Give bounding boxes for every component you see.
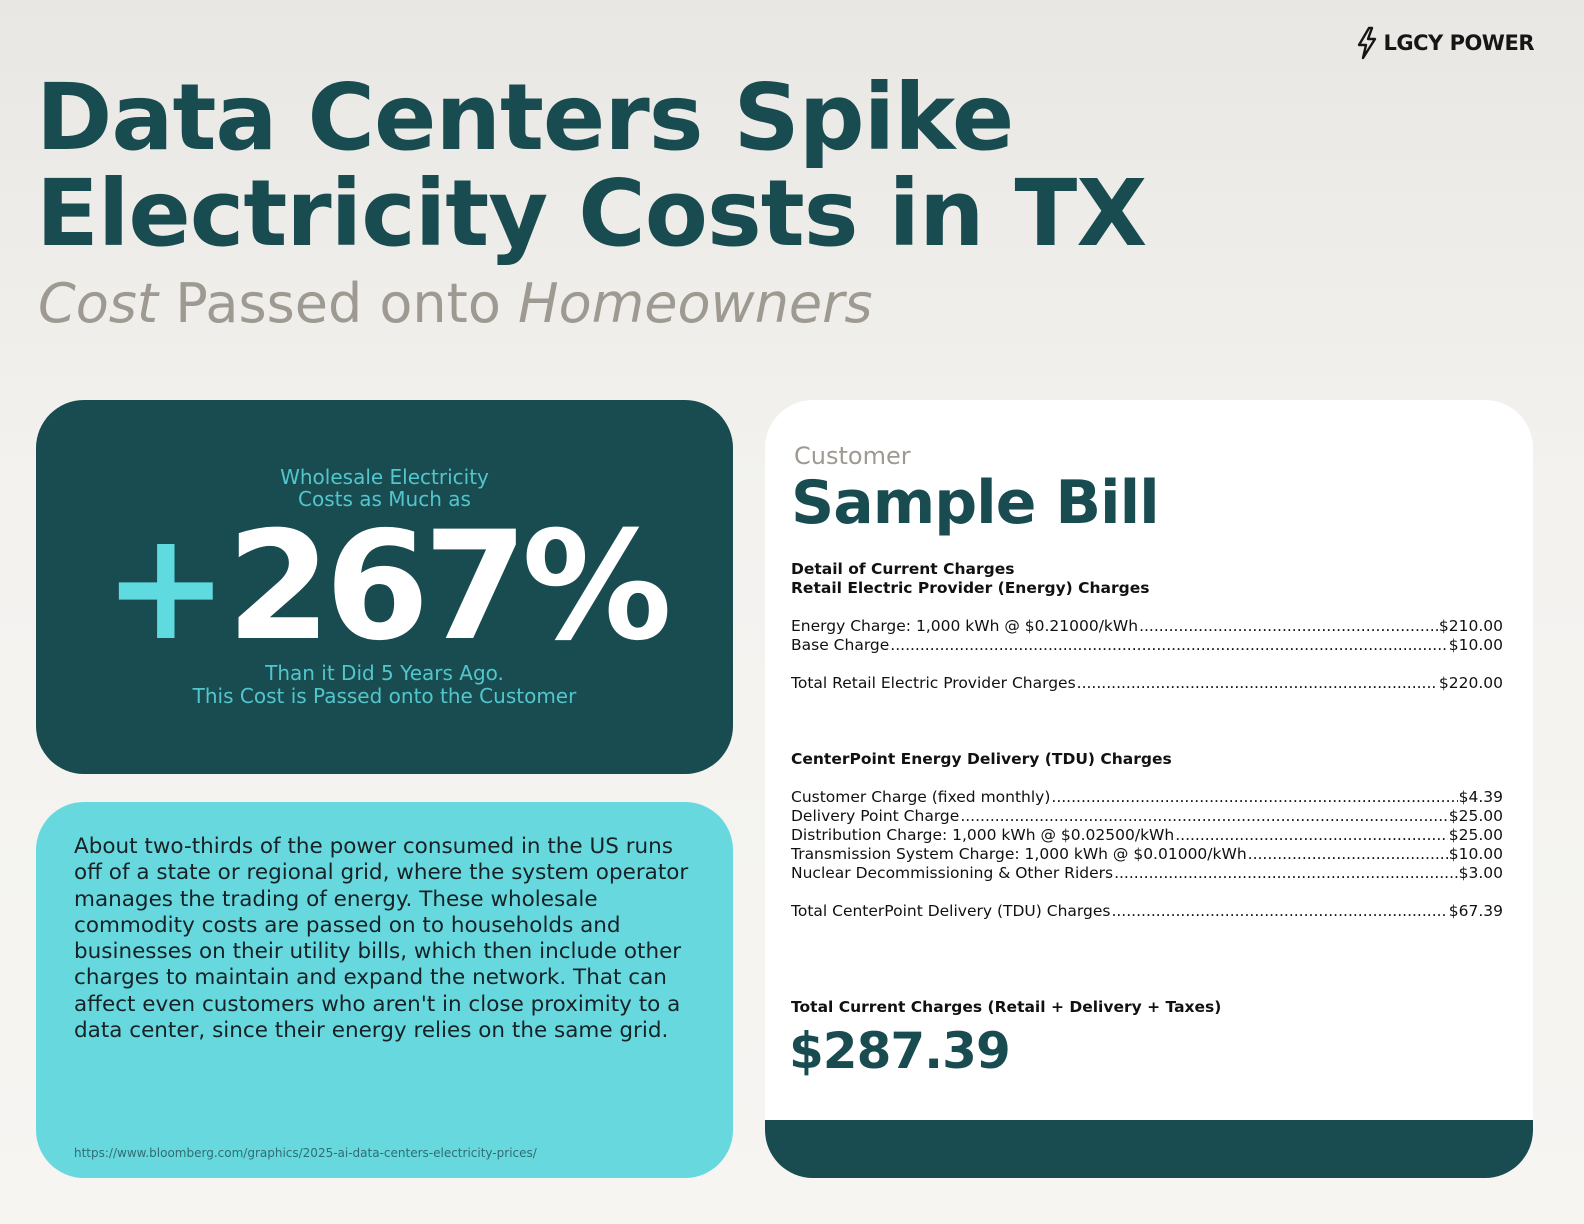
bill-line: Nuclear Decommissioning & Other Riders $3… (791, 864, 1503, 883)
total-charges-label: Total Current Charges (Retail + Delivery… (791, 998, 1222, 1016)
delivery-total: Total CenterPoint Delivery (TDU) Charges… (791, 902, 1503, 921)
brand-logo: LGCY POWER (1354, 26, 1535, 60)
stat-post-text: Than it Did 5 Years Ago. This Cost is Pa… (36, 662, 733, 708)
brand-name: LGCY POWER (1383, 31, 1535, 55)
line-label: Energy Charge: 1,000 kWh @ $0.21000/kWh (791, 617, 1139, 635)
lightning-bolt-icon (1357, 26, 1376, 60)
delivery-lines: Customer Charge (fixed monthly) $4.39 Del… (791, 788, 1503, 883)
leader-dots (960, 807, 1447, 826)
bill-line: Energy Charge: 1,000 kWh @ $0.21000/kWh $… (791, 617, 1503, 636)
leader-dots (1111, 902, 1447, 921)
source-link[interactable]: https://www.bloomberg.com/graphics/2025-… (74, 1146, 537, 1160)
info-paragraph: About two-thirds of the power consumed i… (74, 834, 689, 1044)
retail-total: Total Retail Electric Provider Charges $2… (791, 674, 1503, 693)
line-label: Customer Charge (fixed monthly) (791, 788, 1051, 806)
line-amount: $10.00 (1448, 636, 1503, 654)
line-amount: $25.00 (1448, 826, 1503, 844)
bill-kicker: Customer (794, 442, 911, 470)
line-amount: $10.00 (1448, 845, 1503, 863)
leader-dots (1248, 845, 1448, 864)
bill-footer-band (765, 1120, 1533, 1178)
stat-post-line-2: This Cost is Passed onto the Customer (192, 684, 577, 708)
leader-dots (1114, 864, 1458, 883)
leader-dots (1175, 826, 1448, 845)
page-subtitle: Cost Passed onto Homeowners (38, 272, 873, 336)
sample-bill-card: Customer Sample Bill Detail of Current C… (765, 400, 1533, 1178)
leader-dots (1077, 674, 1438, 693)
line-label: Total CenterPoint Delivery (TDU) Charges (791, 902, 1111, 920)
stat-pre-line-2: Costs as Much as (298, 487, 471, 511)
line-label: Distribution Charge: 1,000 kWh @ $0.0250… (791, 826, 1175, 844)
line-label: Nuclear Decommissioning & Other Riders (791, 864, 1114, 882)
stat-value: + 267% (36, 512, 733, 662)
title-line-2: Electricity Costs in TX (36, 160, 1147, 267)
stat-plus-sign: + (102, 500, 229, 674)
subtitle-homeowners: Homeowners (518, 272, 873, 335)
line-amount: $25.00 (1448, 807, 1503, 825)
info-card: About two-thirds of the power consumed i… (36, 802, 733, 1178)
page-title: Data Centers Spike Electricity Costs in … (36, 64, 1147, 267)
line-label: Transmission System Charge: 1,000 kWh @ … (791, 845, 1247, 863)
total-charges-value: $287.39 (789, 1022, 1011, 1080)
stat-post-line-1: Than it Did 5 Years Ago. (265, 661, 504, 685)
bill-line: Total CenterPoint Delivery (TDU) Charges… (791, 902, 1503, 921)
leader-dots (1051, 788, 1457, 807)
bill-line: Base Charge $10.00 (791, 636, 1503, 655)
line-label: Base Charge (791, 636, 890, 654)
retail-lines: Energy Charge: 1,000 kWh @ $0.21000/kWh $… (791, 617, 1503, 655)
line-amount: $67.39 (1448, 902, 1503, 920)
line-amount: $4.39 (1458, 788, 1503, 806)
delivery-section-heading: CenterPoint Energy Delivery (TDU) Charge… (791, 750, 1172, 768)
stat-pre-text: Wholesale Electricity Costs as Much as (36, 466, 733, 510)
stat-card: Wholesale Electricity Costs as Much as +… (36, 400, 733, 774)
subtitle-passed-onto: Passed onto (158, 272, 519, 335)
line-label: Delivery Point Charge (791, 807, 960, 825)
leader-dots (890, 636, 1447, 655)
bill-heading: Sample Bill (791, 468, 1160, 538)
bill-line: Delivery Point Charge $25.00 (791, 807, 1503, 826)
stat-pre-line-1: Wholesale Electricity (280, 465, 489, 489)
bill-line: Total Retail Electric Provider Charges $2… (791, 674, 1503, 693)
retail-charges-title: Retail Electric Provider (Energy) Charge… (791, 579, 1150, 597)
bill-line: Transmission System Charge: 1,000 kWh @ … (791, 845, 1503, 864)
leader-dots (1139, 617, 1438, 636)
detail-charges-title: Detail of Current Charges (791, 560, 1015, 578)
line-amount: $210.00 (1438, 617, 1503, 635)
subtitle-cost: Cost (38, 272, 159, 335)
bill-line: Customer Charge (fixed monthly) $4.39 (791, 788, 1503, 807)
line-label: Total Retail Electric Provider Charges (791, 674, 1076, 692)
title-line-1: Data Centers Spike (36, 64, 1014, 171)
line-amount: $3.00 (1458, 864, 1503, 882)
line-amount: $220.00 (1438, 674, 1503, 692)
bill-line: Distribution Charge: 1,000 kWh @ $0.0250… (791, 826, 1503, 845)
stat-percent: 267% (226, 500, 672, 674)
retail-section-heading: Detail of Current Charges Retail Electri… (791, 560, 1150, 598)
